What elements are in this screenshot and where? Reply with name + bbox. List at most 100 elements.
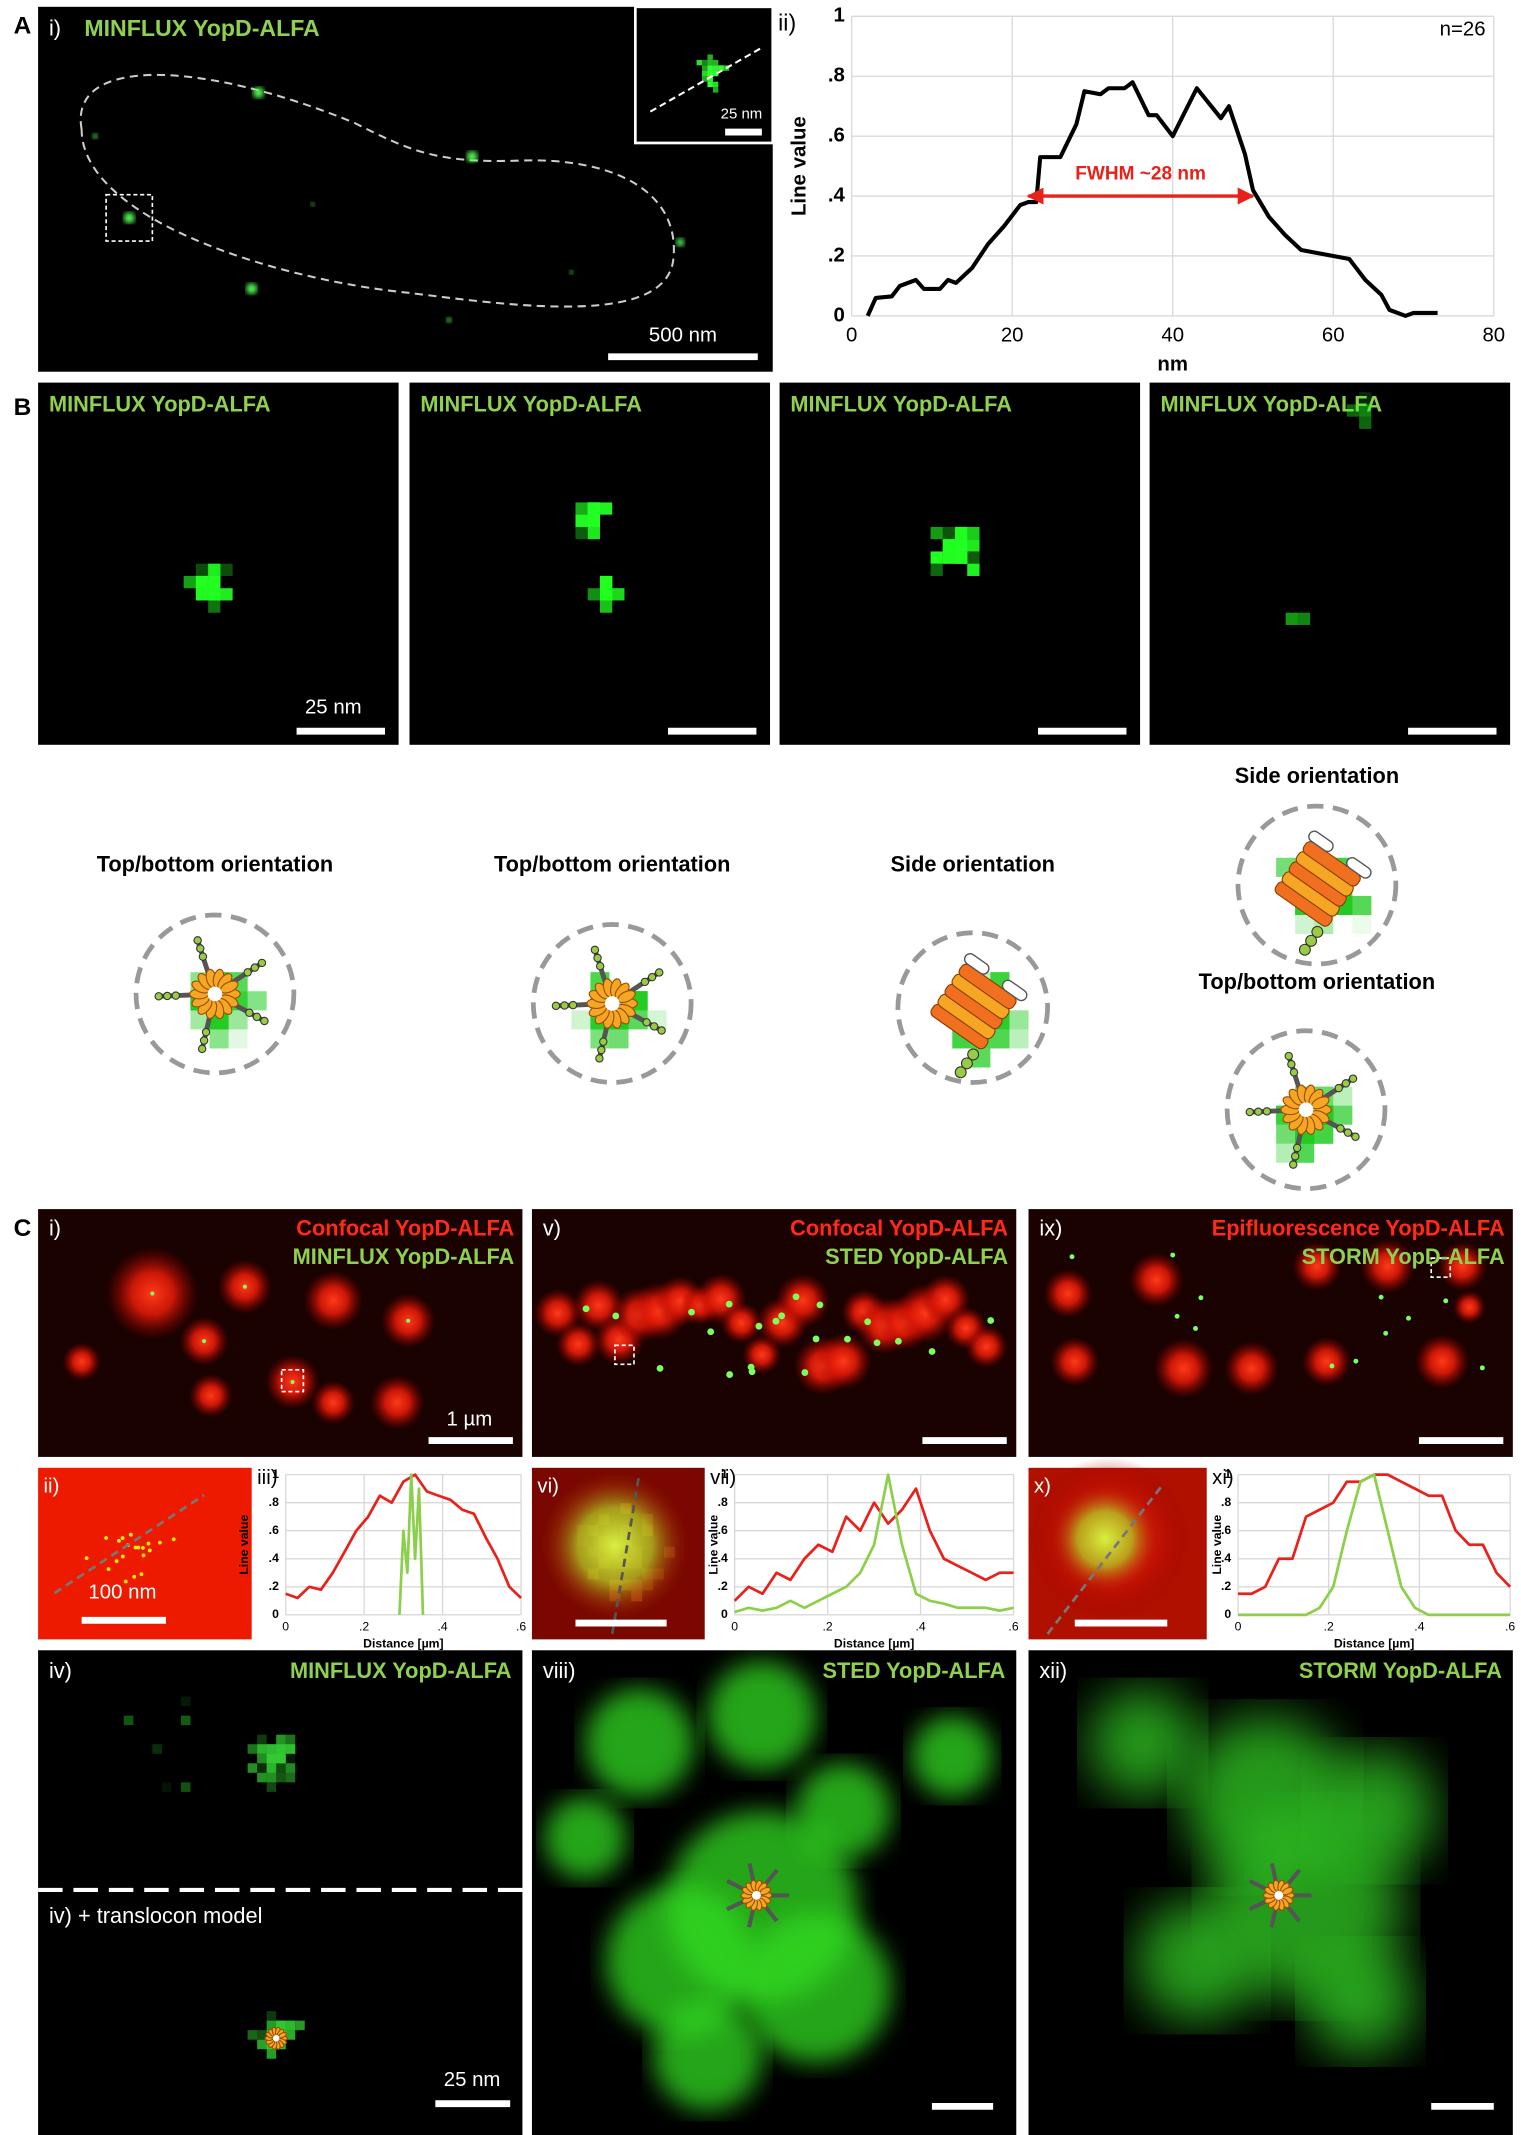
localization-pixel [967,551,980,564]
localization-pixel [266,1763,277,1773]
scale-label: 25 nm [444,2069,501,2091]
localization-pixel [266,2049,277,2059]
model-bead [1348,1074,1358,1083]
localization-pixel [1295,915,1315,935]
localization-pixel [285,2020,296,2031]
sted-signal [707,1661,817,1771]
x-axis-label: Distance [µm] [363,1637,443,1651]
model-bead [647,972,657,982]
x-axis-label: nm [1157,353,1188,375]
data-line [285,1473,522,1600]
model-tip [1308,830,1334,853]
x-axis-label: Distance [µm] [834,1637,914,1651]
side-model [930,953,1028,1079]
green-spot [158,1540,162,1545]
localization-pixel [208,588,221,601]
model-bead [1336,1124,1345,1133]
model-bead [657,1026,666,1035]
green-spot [141,1553,146,1558]
panel-label: i) [49,16,61,41]
localization-pixel [266,1744,277,1754]
localization-pixel [1359,404,1372,417]
green-spot [139,1572,144,1577]
data-line [734,1473,1014,1614]
green-spot [290,1379,295,1385]
y-axis-label: Line value [237,1515,251,1575]
scale-label: 25 nm [305,696,362,718]
fluorescence-spot [775,1273,830,1328]
localization-pixel [1276,1143,1296,1163]
model-bead [154,992,163,1001]
model-bead [593,953,602,963]
green-spot [1479,1365,1485,1371]
model-bead [597,1045,606,1055]
fluorescence-spot [1301,1337,1351,1387]
model-bead [1254,1107,1263,1116]
sted-signal [544,1797,626,1880]
data-line [1238,1473,1511,1617]
localization-pixel [1009,1029,1029,1049]
green-spot [84,1556,89,1561]
panel-label: iv) [49,1658,72,1683]
fluorescence-spot [1452,1290,1486,1324]
y-tick-label: .4 [1221,1551,1231,1565]
green-spot [726,1371,734,1378]
model-bead [1298,943,1311,956]
y-axis-label: Line value [1210,1515,1224,1575]
scale-label: 100 nm [88,1581,156,1603]
localization-pixel [123,1715,134,1726]
model-bead [599,1037,608,1046]
localization-pixel [208,563,221,576]
model-ring [958,963,1017,1010]
fluorescence-spot [370,1375,425,1430]
localization-pixel [220,588,233,601]
panel-label: x) [1034,1475,1051,1497]
y-tick-label: .6 [1221,1523,1231,1537]
model-bead [1292,1143,1302,1153]
model-bead [1245,1107,1254,1117]
model-title: Side orientation [1235,763,1399,788]
image-background [1149,382,1511,745]
model-tip [1346,857,1372,879]
localization-pixel [208,575,221,589]
fluorescence-spot [1043,1269,1093,1319]
green-spot [772,1317,780,1325]
localization-pixel [1333,1105,1353,1125]
localization-pixel [266,1782,277,1792]
green-spot [1378,1294,1384,1300]
localization-pixel [228,1029,248,1049]
scale-label: 1 µm [446,1409,492,1431]
model-bead [1284,1051,1293,1061]
localization-pixel [266,1753,277,1764]
localization-pixel [276,1763,286,1773]
model-pore [751,1890,761,1900]
localization-pixel [707,54,713,60]
localization-pixel [599,575,613,589]
green-spot [146,1541,151,1546]
y-tick-label: 1 [1224,1467,1231,1481]
localization-pixel [990,1029,1010,1049]
profile-line [1046,1483,1165,1635]
localization-pixel [707,76,713,82]
sted-signal [911,1715,994,1798]
storm-signal [1306,1947,1415,2057]
localization-pixel [967,539,980,552]
model-pore [207,986,223,1002]
localization-pixel [955,551,968,564]
panel-title: MINFLUX YopD-ALFA [790,392,1012,417]
model-bead [197,1044,207,1054]
model-title: Top/bottom orientation [1199,969,1435,994]
x-tick-label: 0 [1235,1619,1242,1633]
localization-pixel [1297,612,1311,625]
model-bead [590,945,600,955]
localization-pixel [599,575,613,589]
fluorescence-spot [720,1302,763,1344]
localization-pixel [702,65,708,71]
localization-pixel [1352,895,1372,915]
localization-pixel [599,588,613,601]
localization-pixel [587,588,600,601]
localization-pixel [285,1744,296,1754]
green-spot [147,1548,152,1553]
